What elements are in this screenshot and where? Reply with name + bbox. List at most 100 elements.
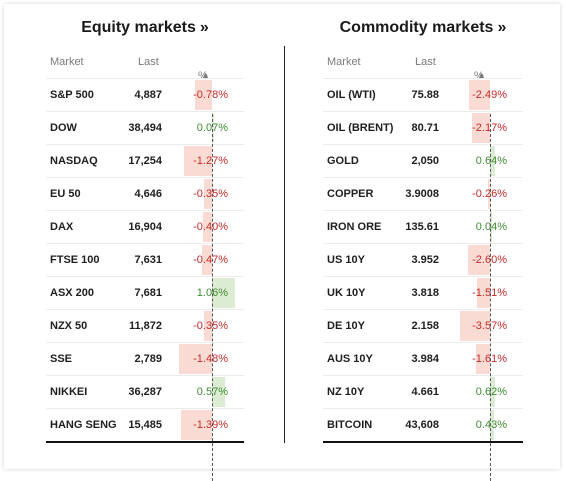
table-row[interactable]: EU 50 4,646 -0.35% [46, 177, 244, 210]
last-price: 3.984 [411, 353, 439, 365]
market-name: S&P 500 [50, 89, 94, 101]
sort-ascending-icon: ▲ [477, 70, 486, 80]
last-price: 2,050 [411, 155, 439, 167]
market-name: NZ 10Y [327, 386, 365, 398]
commodity-markets-title-link[interactable]: Commodity markets» [323, 4, 523, 42]
last-price: 11,872 [128, 320, 162, 332]
table-row[interactable]: FTSE 100 7,631 -0.47% [46, 243, 244, 276]
market-name: NIKKEI [50, 386, 88, 398]
change-bar [467, 245, 490, 275]
percent-change: 0.64% [475, 155, 507, 167]
table-row[interactable]: OIL (WTI) 75.88 -2.49% [323, 78, 523, 111]
percent-change: -2.60% [472, 254, 507, 266]
market-name: FTSE 100 [50, 254, 100, 266]
zero-line [212, 114, 213, 481]
table-row[interactable]: COPPER 3.9008 -0.26% [323, 177, 523, 210]
change-bar [184, 146, 212, 176]
percent-change: 0.07% [196, 122, 228, 134]
change-bar [471, 113, 490, 143]
percent-change: 0.43% [475, 419, 507, 431]
last-price: 36,287 [128, 386, 162, 398]
table-row[interactable]: IRON ORE 135.61 0.04% [323, 210, 523, 243]
percent-label: % [198, 70, 208, 82]
change-bar [477, 278, 490, 308]
table-row[interactable]: US 10Y 3.952 -2.60% [323, 243, 523, 276]
last-price: 38,494 [128, 122, 162, 134]
column-header-last[interactable]: Last [415, 56, 436, 68]
market-name: DAX [50, 221, 74, 233]
table-row[interactable]: HANG SENG 15,485 -1.39% [46, 408, 244, 441]
column-header-market[interactable]: Market [50, 56, 84, 68]
equity-markets-title-link[interactable]: Equity markets» [46, 4, 244, 42]
market-name: OIL (BRENT) [327, 122, 394, 134]
last-price: 3.952 [411, 254, 439, 266]
last-price: 15,485 [128, 419, 162, 431]
change-bar [468, 80, 490, 110]
last-price: 3.9008 [405, 188, 439, 200]
table-row[interactable]: ASX 200 7,681 1.06% [46, 276, 244, 309]
commodity-markets-panel: Commodity markets» Market Last % ▲ OIL (W… [323, 4, 523, 481]
change-bar [212, 113, 214, 143]
table-bottom-border [323, 441, 523, 443]
last-price: 4.661 [411, 386, 439, 398]
market-name: NZX 50 [50, 320, 88, 332]
table-bottom-border [46, 441, 244, 443]
market-name: UK 10Y [327, 287, 366, 299]
table-row[interactable]: UK 10Y 3.818 -1.51% [323, 276, 523, 309]
last-price: 80.71 [411, 122, 439, 134]
double-chevron-right-icon: » [199, 19, 209, 36]
change-bar [490, 377, 496, 407]
last-price: 7,681 [134, 287, 162, 299]
percent-change: 0.57% [196, 386, 228, 398]
table-row[interactable]: GOLD 2,050 0.64% [323, 144, 523, 177]
change-bar [476, 344, 490, 374]
table-row[interactable]: AUS 10Y 3.984 -1.61% [323, 342, 523, 375]
table-row[interactable]: NASDAQ 17,254 -1.27% [46, 144, 244, 177]
percent-change: -1.27% [193, 155, 228, 167]
table-row[interactable]: BITCOIN 43,608 0.43% [323, 408, 523, 441]
table-row[interactable]: NZ 10Y 4.661 0.62% [323, 375, 523, 408]
market-name: IRON ORE [327, 221, 382, 233]
last-price: 2.158 [411, 320, 439, 332]
table-row[interactable]: DAX 16,904 -0.40% [46, 210, 244, 243]
market-name: EU 50 [50, 188, 81, 200]
market-name: OIL (WTI) [327, 89, 376, 101]
markets-card: Equity markets» Market Last % ▲ S&P 500 4,… [4, 4, 560, 481]
percent-change: -0.26% [472, 188, 507, 200]
column-header-last[interactable]: Last [138, 56, 159, 68]
table-row[interactable]: NIKKEI 36,287 0.57% [46, 375, 244, 408]
table-row[interactable]: SSE 2,789 -1.48% [46, 342, 244, 375]
table-row[interactable]: DOW 38,494 0.07% [46, 111, 244, 144]
change-bar [179, 344, 212, 374]
percent-change: -3.57% [472, 320, 507, 332]
percent-change: 0.04% [475, 221, 507, 233]
last-price: 16,904 [128, 221, 162, 233]
table-row[interactable]: NZX 50 11,872 -0.35% [46, 309, 244, 342]
percent-label: % [474, 70, 484, 82]
percent-change: -1.61% [472, 353, 507, 365]
commodity-markets-title: Commodity markets [339, 19, 494, 36]
table-row[interactable]: S&P 500 4,887 -0.78% [46, 78, 244, 111]
table-row[interactable]: OIL (BRENT) 80.71 -2.17% [323, 111, 523, 144]
last-price: 17,254 [128, 155, 162, 167]
percent-change: -0.40% [193, 221, 228, 233]
market-name: NASDAQ [50, 155, 98, 167]
market-name: US 10Y [327, 254, 365, 266]
change-bar [203, 212, 212, 242]
market-name: COPPER [327, 188, 374, 200]
percent-change: 1.06% [196, 287, 228, 299]
equity-table: Market Last % ▲ S&P 500 4,887 -0.78% DOW 38,4… [46, 42, 244, 481]
commodity-table: Market Last % ▲ OIL (WTI) 75.88 -2.49% OIL (… [323, 42, 523, 481]
last-price: 7,631 [134, 254, 162, 266]
change-bar [204, 179, 212, 209]
percent-change: -1.39% [193, 419, 228, 431]
change-bar [490, 146, 496, 176]
change-bar [490, 410, 494, 440]
last-price: 4,887 [134, 89, 162, 101]
market-name: GOLD [327, 155, 359, 167]
table-row[interactable]: DE 10Y 2.158 -3.57% [323, 309, 523, 342]
market-name: AUS 10Y [327, 353, 373, 365]
equity-table-header: Market Last % ▲ [46, 42, 244, 82]
percent-change: -0.35% [193, 188, 228, 200]
column-header-market[interactable]: Market [327, 56, 361, 68]
